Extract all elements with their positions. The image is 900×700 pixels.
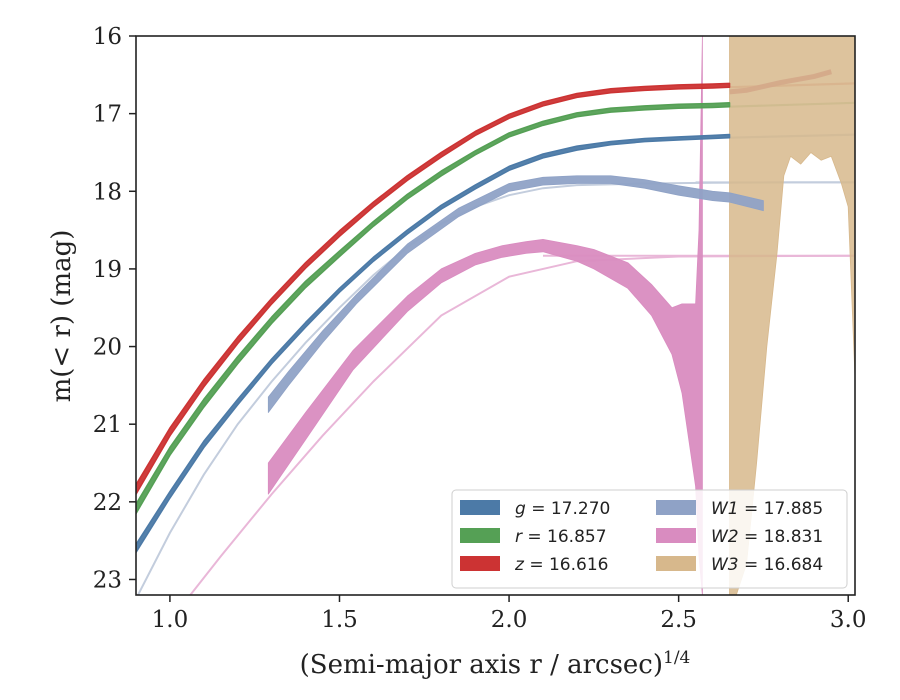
x-axis-label-exponent: 1/4 [663,648,690,668]
series-band-g [136,133,731,554]
ticks-layer: 1.0 1.5 2.0 2.5 3.0 16 17 18 19 20 21 22 23 [93,24,867,633]
legend-swatch-g [460,500,500,515]
y-tick-label: 20 [93,335,122,361]
x-tick-label: 3.0 [830,607,867,633]
legend-label-w3: W3 = 16.684 [711,555,823,575]
legend-value: = 17.885 [739,499,824,519]
y-tick-label: 22 [93,490,122,516]
legend-label-g: g = 17.270 [515,499,610,519]
legend-value: = 17.270 [526,499,611,519]
model-curve-w3-overlay [729,69,832,95]
legend-label-z: z = 16.616 [514,555,608,575]
legend-symbol: W1 [711,499,739,519]
legend-value: = 16.857 [522,527,607,547]
x-axis-label: (Semi-major axis r / arcsec)1/4 [300,648,691,680]
y-tick-label: 21 [93,412,122,438]
legend-swatch-r [460,528,500,543]
legend-label-w1: W1 = 17.885 [711,499,823,519]
legend-swatch-w1 [656,500,696,515]
y-tick-label: 19 [93,257,122,283]
legend-symbol: r [515,527,523,547]
series-band-w1 [267,175,764,413]
legend-label-w2: W2 = 18.831 [711,527,823,547]
legend-symbol: g [515,499,526,519]
y-axis-label: m(< r) (mag) [47,230,77,403]
legend-symbol: W2 [711,527,739,547]
model-curve-w2 [189,254,855,595]
legend-swatch-z [460,556,500,571]
series-band-r [136,102,731,515]
series-layer [136,36,855,595]
y-tick-label: 17 [93,102,122,128]
x-tick-label: 2.5 [660,607,697,633]
legend-swatch-w3 [656,556,696,571]
legend-value: = 16.616 [524,555,609,575]
series-band-w2 [267,36,703,595]
plot-frame [135,35,856,596]
x-tick-label: 2.0 [491,607,528,633]
x-tick-label: 1.5 [321,607,358,633]
x-axis-label-main: (Semi-major axis r / arcsec) [300,650,663,680]
legend-value: = 16.684 [739,555,824,575]
y-tick-label: 16 [93,24,122,50]
legend-value: = 18.831 [739,527,824,547]
y-tick-label: 23 [93,567,122,593]
x-tick-label: 1.0 [152,607,189,633]
legend-swatch-w2 [656,528,696,543]
series-band-w3 [729,36,855,595]
legend-symbol: z [514,555,525,575]
series-band-z [136,82,731,495]
legend-frame [451,489,848,589]
y-tick-label: 18 [93,179,122,205]
legend-symbol: W3 [711,555,739,575]
legend-label-r: r = 16.857 [515,527,607,547]
